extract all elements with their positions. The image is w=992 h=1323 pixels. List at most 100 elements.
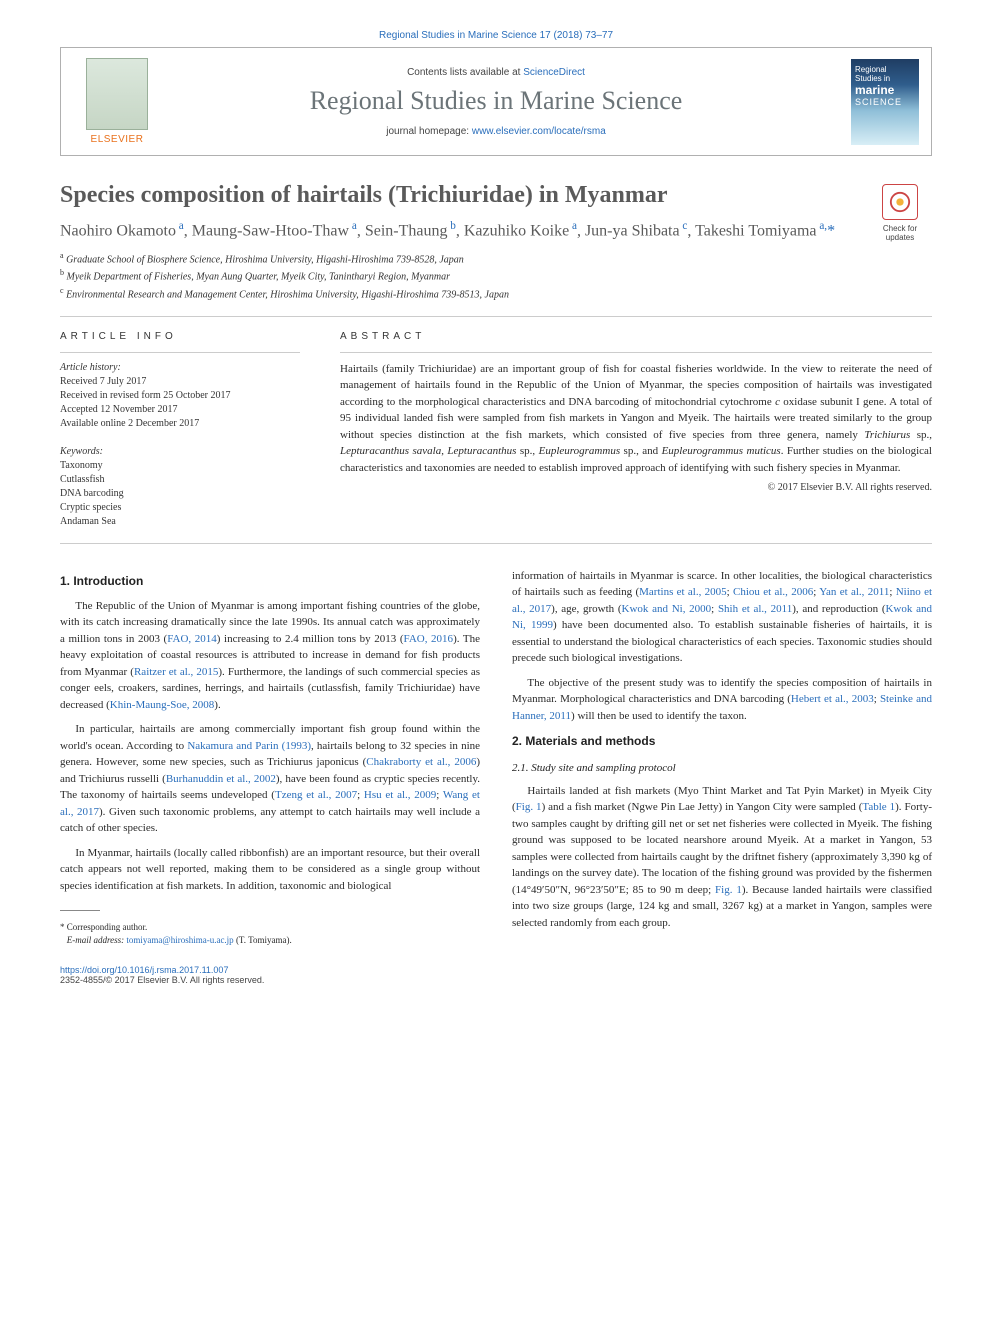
ref-link[interactable]: Fig. 1 — [516, 801, 542, 813]
running-head: Regional Studies in Marine Science 17 (2… — [60, 30, 932, 41]
corr-label: Corresponding author. — [67, 922, 148, 932]
ref-link[interactable]: Chakraborty et al., 2006 — [366, 756, 476, 768]
t: ), and reproduction ( — [792, 603, 885, 615]
history-received: Received 7 July 2017 — [60, 375, 300, 389]
journal-cover-thumb: Regional Studies in marine SCIENCE — [851, 59, 919, 145]
affil-b: b Myeik Department of Fisheries, Myan Au… — [60, 267, 932, 284]
elsevier-tree-icon — [86, 58, 148, 130]
t: ). — [214, 699, 220, 711]
homepage-link[interactable]: www.elsevier.com/locate/rsma — [472, 126, 606, 137]
ref-link[interactable]: Chiou et al., 2006 — [733, 586, 813, 598]
ref-link[interactable]: Burhanuddin et al., 2002 — [166, 773, 276, 785]
paragraph: In particular, hairtails are among comme… — [60, 721, 480, 837]
article-history: Article history: Received 7 July 2017 Re… — [60, 361, 300, 431]
contents-line: Contents lists available at ScienceDirec… — [161, 67, 831, 78]
ref-link[interactable]: Yan et al., 2011 — [819, 586, 889, 598]
updates-line2: updates — [868, 233, 932, 242]
t: ) and a fish market (Ngwe Pin Lae Jetty)… — [542, 801, 863, 813]
keywords-label: Keywords: — [60, 445, 300, 459]
ref-link[interactable]: Table 1 — [862, 801, 895, 813]
author-list: Naohiro Okamoto a, Maung-Saw-Htoo-Thaw a… — [60, 219, 932, 242]
banner-center: Contents lists available at ScienceDirec… — [161, 67, 831, 137]
ref-link[interactable]: FAO, 2014 — [167, 633, 217, 645]
t: ) will then be used to identify the taxo… — [571, 710, 747, 722]
keyword-item: Cutlassfish — [60, 473, 300, 487]
keyword-item: Cryptic species — [60, 501, 300, 515]
contents-prefix: Contents lists available at — [407, 67, 523, 78]
affiliations: a Graduate School of Biosphere Science, … — [60, 250, 932, 302]
affil-c-text: Environmental Research and Management Ce… — [66, 289, 509, 300]
ref-link[interactable]: Fig. 1 — [715, 884, 742, 896]
keywords-block: Keywords: Taxonomy Cutlassfish DNA barco… — [60, 445, 300, 529]
keyword-item: Andaman Sea — [60, 515, 300, 529]
abstract-head: abstract — [340, 331, 932, 342]
paragraph: The Republic of the Union of Myanmar is … — [60, 598, 480, 714]
affil-a-text: Graduate School of Biosphere Science, Hi… — [66, 254, 464, 265]
elsevier-wordmark: ELSEVIER — [91, 134, 144, 145]
email-label: E-mail address: — [67, 935, 124, 945]
section-heading-intro: 1. Introduction — [60, 572, 480, 590]
divider — [340, 352, 932, 353]
keyword-item: Taxonomy — [60, 459, 300, 473]
article-info-col: article info Article history: Received 7… — [60, 331, 300, 529]
paragraph: Hairtails landed at fish markets (Myo Th… — [512, 783, 932, 932]
journal-banner: ELSEVIER Contents lists available at Sci… — [60, 47, 932, 156]
abstract-body: Hairtails (family Trichiuridae) are an i… — [340, 361, 932, 477]
history-online: Available online 2 December 2017 — [60, 417, 300, 431]
t: In Myanmar, hairtails (locally called ri… — [60, 847, 480, 892]
page-footer: https://doi.org/10.1016/j.rsma.2017.11.0… — [60, 965, 932, 985]
ref-link[interactable]: Tzeng et al., 2007 — [275, 789, 357, 801]
history-revised: Received in revised form 25 October 2017 — [60, 389, 300, 403]
t: ). Given such taxonomic problems, any at… — [60, 806, 480, 835]
ref-link[interactable]: Kwok and Ni, 2000 — [622, 603, 712, 615]
abstract-copyright: © 2017 Elsevier B.V. All rights reserved… — [340, 482, 932, 493]
paragraph: The objective of the present study was t… — [512, 675, 932, 725]
cover-line2: marine — [855, 83, 915, 97]
ref-link[interactable]: FAO, 2016 — [404, 633, 454, 645]
section-heading-matmeth: 2. Materials and methods — [512, 732, 932, 750]
history-accepted: Accepted 12 November 2017 — [60, 403, 300, 417]
body-columns: 1. Introduction The Republic of the Unio… — [60, 568, 932, 947]
ref-link[interactable]: Hebert et al., 2003 — [791, 693, 874, 705]
email-tail: (T. Tomiyama). — [234, 935, 292, 945]
paragraph: information of hairtails in Myanmar is s… — [512, 568, 932, 667]
check-for-updates-badge[interactable]: Check for updates — [868, 184, 932, 242]
keyword-item: DNA barcoding — [60, 487, 300, 501]
subsection-heading-21: 2.1. Study site and sampling protocol — [512, 760, 932, 777]
divider — [60, 316, 932, 317]
ref-link[interactable]: Shih et al., 2011 — [718, 603, 792, 615]
ref-link[interactable]: Raitzer et al., 2015 — [134, 666, 218, 678]
corr-footnote: * Corresponding author. — [60, 921, 480, 934]
affil-b-text: Myeik Department of Fisheries, Myan Aung… — [67, 272, 451, 283]
divider — [60, 352, 300, 353]
ref-link[interactable]: Hsu et al., 2009 — [364, 789, 436, 801]
footnotes: * Corresponding author. E-mail address: … — [60, 921, 480, 946]
ref-link[interactable]: Khin-Maung-Soe, 2008 — [110, 699, 215, 711]
t: ) have been documented also. To establis… — [512, 619, 932, 664]
footnote-rule — [60, 910, 100, 911]
info-abstract-row: article info Article history: Received 7… — [60, 331, 932, 529]
email-footnote: E-mail address: tomiyama@hiroshima-u.ac.… — [60, 934, 480, 947]
article-title: Species composition of hairtails (Trichi… — [60, 182, 932, 209]
paragraph: In Myanmar, hairtails (locally called ri… — [60, 845, 480, 895]
history-label: Article history: — [60, 361, 300, 375]
doi-link[interactable]: https://doi.org/10.1016/j.rsma.2017.11.0… — [60, 965, 228, 975]
homepage-prefix: journal homepage: — [386, 126, 472, 137]
t: ). Forty-two samples caught by drifting … — [512, 801, 932, 896]
ref-link[interactable]: Nakamura and Parin (1993) — [187, 740, 311, 752]
sciencedirect-link[interactable]: ScienceDirect — [523, 67, 585, 78]
t: ) increasing to 2.4 million tons by 2013… — [217, 633, 404, 645]
ref-link[interactable]: Martins et al., 2005 — [639, 586, 727, 598]
divider — [60, 543, 932, 544]
abstract-col: abstract Hairtails (family Trichiuridae)… — [340, 331, 932, 529]
cover-line1: Regional Studies in — [855, 65, 915, 83]
updates-icon — [882, 184, 918, 220]
affil-a: a Graduate School of Biosphere Science, … — [60, 250, 932, 267]
homepage-line: journal homepage: www.elsevier.com/locat… — [161, 126, 831, 137]
elsevier-logo-block: ELSEVIER — [73, 58, 161, 145]
issn-copyright: 2352-4855/© 2017 Elsevier B.V. All right… — [60, 975, 264, 985]
affil-c: c Environmental Research and Management … — [60, 285, 932, 302]
email-link[interactable]: tomiyama@hiroshima-u.ac.jp — [126, 935, 233, 945]
updates-line1: Check for — [868, 224, 932, 233]
article-info-head: article info — [60, 331, 300, 342]
